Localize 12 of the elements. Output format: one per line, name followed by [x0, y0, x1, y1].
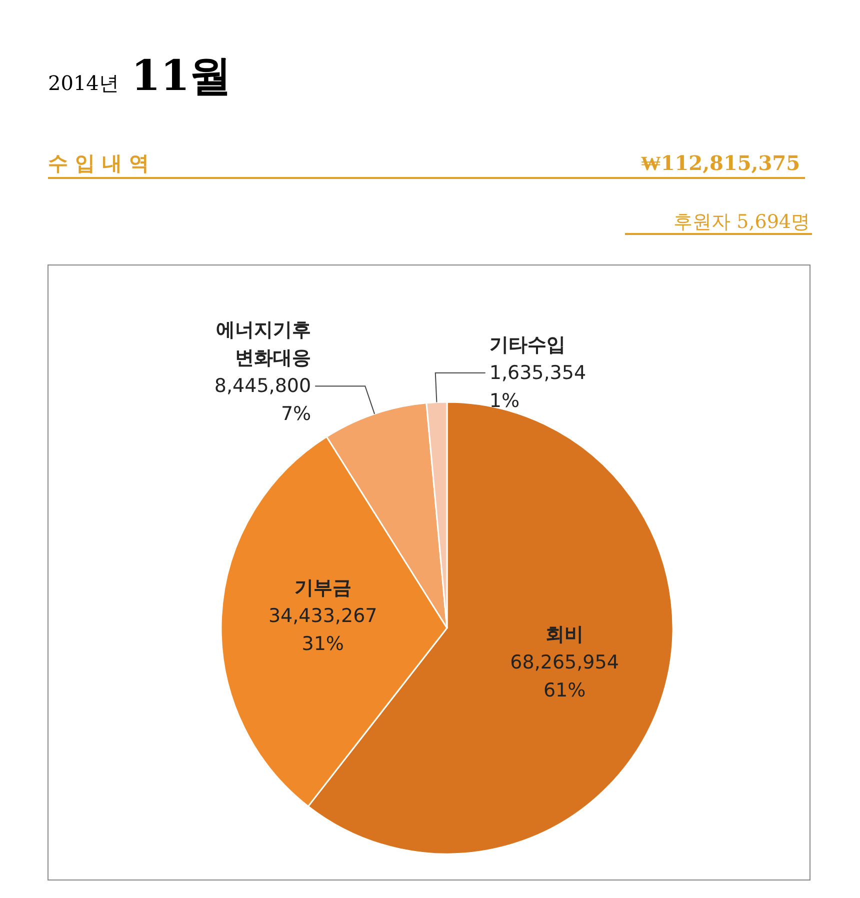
data-label: 34,433,267 31%	[268, 604, 378, 655]
data-label: 8,445,800 7%	[214, 375, 312, 426]
chart-subtitle: 수 입 내 역	[48, 151, 149, 175]
slice-label: 기부금	[294, 576, 352, 599]
slice-label: 회비	[546, 623, 584, 646]
text: 후원자 5,694명	[674, 211, 810, 233]
data-label: 1,635,354 1%	[489, 362, 586, 412]
data-label: 68,265,954 61%	[510, 651, 619, 702]
text: ₩112,815,375	[640, 151, 800, 175]
slice-label: 기타수입	[489, 334, 566, 356]
slice-label: 에너지기후변화대응	[216, 319, 312, 370]
chart-title: 2014년 11월	[48, 51, 232, 100]
